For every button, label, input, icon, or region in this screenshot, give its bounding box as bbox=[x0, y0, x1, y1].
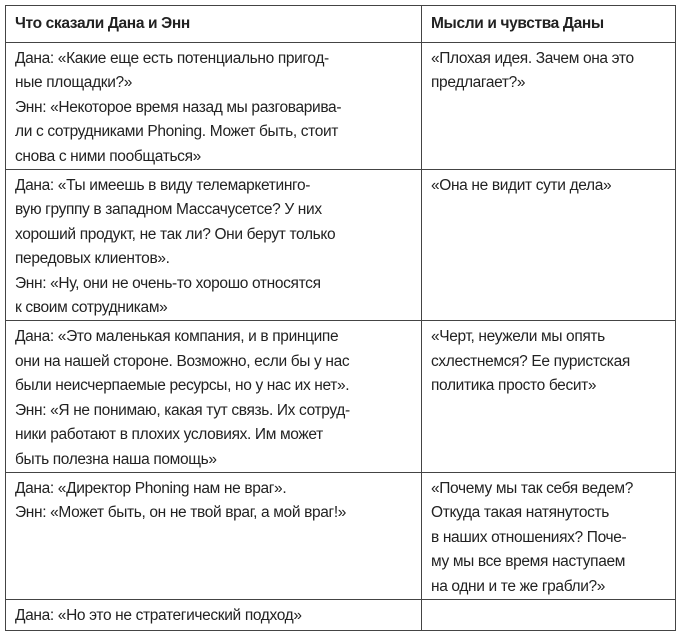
text-line: Дана: «Директор Phoning нам не враг». bbox=[15, 479, 287, 497]
text-line: ные площадки?» bbox=[15, 74, 133, 92]
text-line: ли с сотрудниками Phoning. Может быть, с… bbox=[15, 123, 339, 141]
text-line: «Плохая идея. Зачем она это bbox=[431, 50, 634, 67]
text-line: «Черт, неужели мы опять bbox=[431, 328, 605, 346]
text-line: Энн: «Некоторое время назад мы разговари… bbox=[15, 98, 342, 116]
table-row: Дана: «Но это не стратегический подход» bbox=[5, 598, 676, 631]
text-line: Дана: «Какие еще есть потенциально приго… bbox=[15, 50, 329, 67]
header-said: Что сказали Дана и Энн bbox=[5, 5, 422, 43]
text-line: Дана: «Ты имеешь в виду телемаркетинго- bbox=[15, 177, 311, 195]
table-row: Дана: «Это маленькая компания, и в принц… bbox=[5, 320, 676, 473]
text-line: были неисчерпаемые ресурсы, но у нас их … bbox=[15, 377, 350, 395]
cell-thoughts bbox=[421, 598, 676, 631]
text-line: на одни и те же грабли?» bbox=[431, 577, 606, 595]
text-line: Энн: «Может быть, он не твой враг, а мой… bbox=[15, 504, 347, 522]
cell-said: Дана: «Ты имеешь в виду телемаркетинго-в… bbox=[5, 169, 422, 322]
text-line: «Почему мы так себя ведем? bbox=[431, 479, 633, 497]
text-line: ники работают в плохих условиях. Им може… bbox=[15, 426, 323, 444]
cell-thoughts: «Она не видит сути дела» bbox=[421, 169, 676, 322]
text-line: в наших отношениях? Поче- bbox=[431, 528, 627, 546]
cell-thoughts: «Плохая идея. Зачем она это предлагает?» bbox=[421, 41, 676, 171]
text-line: «Она не видит сути дела» bbox=[431, 177, 612, 195]
text-line: вую группу в западном Массачусетсе? У ни… bbox=[15, 201, 322, 219]
cell-said: Дана: «Но это не стратегический подход» bbox=[5, 598, 422, 631]
text-line: предлагает?» bbox=[431, 74, 526, 92]
cell-thoughts: «Черт, неужели мы опять схлестнемся? Ее п… bbox=[421, 320, 676, 473]
table-header-row: Что сказали Дана и Энн Мысли и чувства Д… bbox=[5, 5, 676, 43]
text-line: хороший продукт, не так ли? Они берут то… bbox=[15, 225, 336, 243]
text-line: му мы все время наступаем bbox=[431, 553, 626, 571]
cell-thoughts: «Почему мы так себя ведем? Откуда такая н… bbox=[421, 471, 676, 600]
text-line: они на нашей стороне. Возможно, если бы … bbox=[15, 352, 350, 370]
text-line: Откуда такая натянутость bbox=[431, 504, 610, 522]
text-line: Дана: «Но это не стратегический подход» bbox=[15, 606, 302, 624]
text-line: снова с ними пообщаться» bbox=[15, 147, 201, 165]
text-line: быть полезна наша помощь» bbox=[15, 450, 217, 468]
header-thoughts: Мысли и чувства Даны bbox=[421, 5, 676, 43]
text-line: схлестнемся? Ее пуристская bbox=[431, 352, 630, 370]
cell-said: Дана: «Какие еще есть потенциально приго… bbox=[5, 41, 422, 171]
text-line: Энн: «Я не понимаю, какая тут связь. Их … bbox=[15, 401, 350, 419]
table-row: Дана: «Ты имеешь в виду телемаркетинго-в… bbox=[5, 169, 676, 322]
text-line: политика просто бесит» bbox=[431, 377, 597, 395]
table-row: Дана: «Какие еще есть потенциально приго… bbox=[5, 41, 676, 171]
text-line: к своим сотрудникам» bbox=[15, 299, 168, 317]
text-line: передовых клиентов». bbox=[15, 250, 170, 268]
text-line: Дана: «Это маленькая компания, и в принц… bbox=[15, 328, 339, 346]
text-line: Энн: «Ну, они не очень-то хорошо относят… bbox=[15, 274, 321, 292]
cell-said: Дана: «Директор Phoning нам не враг». Энн… bbox=[5, 471, 422, 600]
dialogue-table: Что сказали Дана и Энн Мысли и чувства Д… bbox=[5, 5, 676, 631]
table-row: Дана: «Директор Phoning нам не враг». Энн… bbox=[5, 471, 676, 600]
cell-said: Дана: «Это маленькая компания, и в принц… bbox=[5, 320, 422, 473]
